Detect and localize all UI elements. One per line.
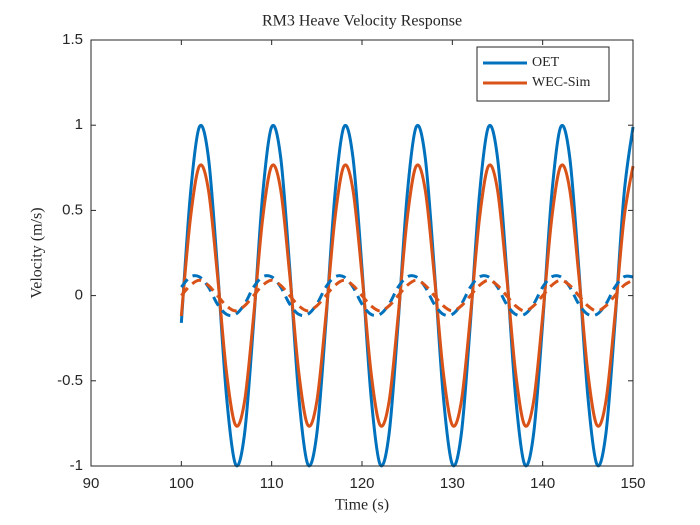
y-tick-label: -1 [70,457,83,474]
axes-box [90,39,634,467]
series-line [179,163,635,428]
x-tick-label: 130 [440,475,465,492]
series-line [180,274,634,318]
chart-title: RM3 Heave Velocity Response [262,13,462,30]
x-tick-label: 110 [260,475,284,492]
y-tick-label: 0.5 [62,201,83,218]
x-tick-label: 100 [169,475,194,492]
y-tick-label: -0.5 [57,372,83,389]
legend-label: OET [532,55,560,70]
x-tick-label: 90 [83,475,100,492]
legend-box [476,46,610,102]
y-tick-label: 1.5 [62,31,83,48]
x-tick-label: 140 [530,475,555,492]
y-axis-label: Velocity (m/s) [29,207,46,298]
x-tick-label: 120 [349,475,374,492]
x-tick-label: 150 [620,475,645,492]
y-tick-label: 0 [75,287,83,304]
series-line [180,278,634,313]
y-tick-label: 1 [75,116,83,133]
x-axis-label: Time (s) [335,497,389,514]
legend-label: WEC-Sim [532,75,590,90]
